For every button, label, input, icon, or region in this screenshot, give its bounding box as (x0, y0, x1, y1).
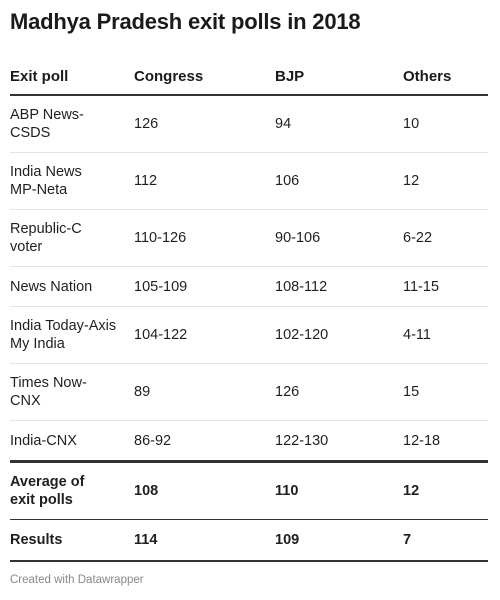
congress-cell: 89 (134, 363, 275, 421)
results-bjp-cell: 109 (275, 519, 403, 562)
bjp-cell: 122-130 (275, 420, 403, 462)
congress-cell: 110-126 (134, 209, 275, 267)
congress-cell: 86-92 (134, 420, 275, 462)
poll-name-cell: India-CNX (10, 420, 134, 462)
others-cell: 12-18 (403, 420, 488, 462)
table-row: Times Now-CNX 89 126 15 (10, 363, 488, 421)
bjp-cell: 94 (275, 95, 403, 153)
table-header-row: Exit poll Congress BJP Others (10, 58, 488, 96)
poll-name-cell: India Today-Axis My India (10, 306, 134, 364)
average-congress-cell: 108 (134, 460, 275, 520)
table-row: Republic-C voter 110-126 90-106 6-22 (10, 209, 488, 267)
average-others-cell: 12 (403, 460, 488, 520)
poll-name-cell: India News MP-Neta (10, 152, 134, 210)
bjp-cell: 126 (275, 363, 403, 421)
bjp-cell: 108-112 (275, 266, 403, 307)
poll-name-cell: Republic-C voter (10, 209, 134, 267)
column-header-exit-poll: Exit poll (10, 58, 134, 96)
others-cell: 15 (403, 363, 488, 421)
others-cell: 12 (403, 152, 488, 210)
average-row: Average of exit polls 108 110 12 (10, 460, 488, 520)
table-row: India News MP-Neta 112 106 12 (10, 152, 488, 210)
results-others-cell: 7 (403, 519, 488, 562)
average-label-cell: Average of exit polls (10, 460, 134, 520)
results-row: Results 114 109 7 (10, 519, 488, 562)
results-congress-cell: 114 (134, 519, 275, 562)
column-header-bjp: BJP (275, 58, 403, 96)
bjp-cell: 102-120 (275, 306, 403, 364)
bjp-cell: 90-106 (275, 209, 403, 267)
table-row: India-CNX 86-92 122-130 12-18 (10, 420, 488, 462)
results-label-cell: Results (10, 519, 134, 562)
others-cell: 4-11 (403, 306, 488, 364)
datawrapper-credit: Created with Datawrapper (10, 574, 144, 586)
others-cell: 6-22 (403, 209, 488, 267)
congress-cell: 104-122 (134, 306, 275, 364)
average-bjp-cell: 110 (275, 460, 403, 520)
table-row: ABP News-CSDS 126 94 10 (10, 95, 488, 153)
column-header-congress: Congress (134, 58, 275, 96)
poll-name-cell: News Nation (10, 266, 134, 307)
congress-cell: 126 (134, 95, 275, 153)
others-cell: 10 (403, 95, 488, 153)
exit-poll-table: Exit poll Congress BJP Others ABP News-C… (10, 58, 488, 562)
poll-name-cell: Times Now-CNX (10, 363, 134, 421)
congress-cell: 112 (134, 152, 275, 210)
chart-title: Madhya Pradesh exit polls in 2018 (10, 9, 361, 34)
column-header-others: Others (403, 58, 488, 96)
congress-cell: 105-109 (134, 266, 275, 307)
table-row: India Today-Axis My India 104-122 102-12… (10, 306, 488, 364)
poll-name-cell: ABP News-CSDS (10, 95, 134, 153)
bjp-cell: 106 (275, 152, 403, 210)
others-cell: 11-15 (403, 266, 488, 307)
table-row: News Nation 105-109 108-112 11-15 (10, 266, 488, 307)
